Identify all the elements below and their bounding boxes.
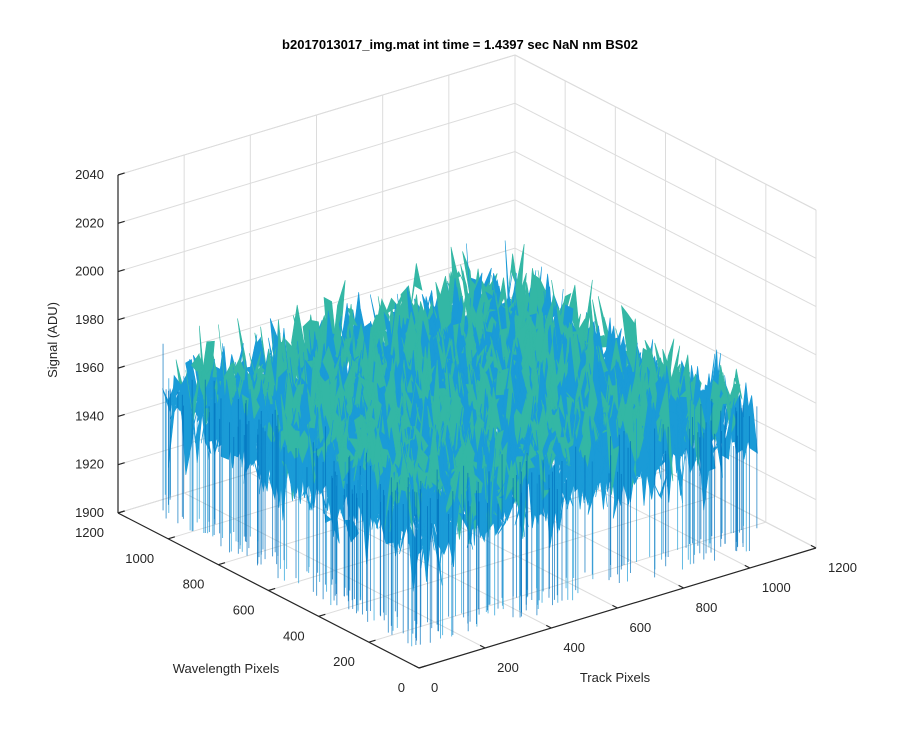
grid-line-z	[117, 151, 516, 273]
x-tick-mark	[678, 584, 684, 589]
surface-patch	[720, 397, 735, 460]
surface-patch	[659, 383, 674, 482]
z-tick-label: 2000	[75, 264, 104, 279]
surface-patch	[366, 471, 381, 525]
chart-title: b2017013017_img.mat int time = 1.4397 se…	[282, 37, 638, 52]
z-tick-label: 2020	[75, 215, 104, 230]
grid-line-z	[514, 247, 817, 404]
y-tick-label: 400	[283, 628, 305, 643]
surface-patch	[420, 507, 435, 569]
surface-patch	[487, 387, 502, 452]
y-tick-label: 1200	[75, 525, 104, 540]
y-tick-label: 1000	[125, 551, 154, 566]
surface-patch	[543, 452, 558, 548]
x-tick-label: 800	[696, 600, 718, 615]
x-tick-mark	[744, 564, 751, 569]
x-axis-title: Track Pixels	[580, 670, 651, 685]
surface-patch	[582, 457, 597, 489]
surface-patch	[443, 433, 458, 474]
surface-patch	[191, 371, 206, 429]
z-tick-label: 1960	[75, 360, 104, 375]
z-tick-mark	[117, 365, 125, 369]
x-tick-label: 200	[497, 660, 519, 675]
x-tick-mark	[810, 544, 817, 549]
grid-line-z	[117, 199, 516, 321]
y-tick-label: 200	[333, 654, 355, 669]
grid-line-y	[268, 470, 666, 591]
y-tick-mark	[318, 613, 326, 617]
z-tick-label: 1920	[75, 457, 104, 472]
grid-line-z	[514, 102, 817, 259]
surface-patch	[461, 426, 476, 545]
surface-patch	[384, 297, 400, 316]
x-tick-label: 600	[630, 620, 652, 635]
surface-patch	[605, 405, 620, 495]
y-tick-mark	[218, 562, 226, 566]
grid-line-z	[514, 151, 817, 308]
y-tick-label: 600	[233, 603, 255, 618]
x-tick-mark	[612, 604, 618, 609]
y-tick-mark	[167, 536, 176, 540]
surface-patch	[653, 473, 668, 500]
z-tick-mark	[117, 462, 125, 466]
surface-patch	[416, 464, 431, 507]
z-tick-label: 2040	[75, 167, 104, 182]
grid-line-z	[514, 54, 817, 211]
z-tick-mark	[117, 268, 125, 273]
z-tick-label: 1980	[75, 312, 104, 327]
z-tick-mark	[117, 510, 125, 514]
z-tick-label: 1940	[75, 408, 104, 423]
y-tick-mark	[418, 665, 426, 669]
grid-line-z	[514, 199, 817, 356]
surface-patch	[341, 335, 357, 368]
surface-patch	[522, 442, 537, 538]
tick-labels: 0 200 400 600 800 1000 1200 0 200 400 600 800 1000 12…	[75, 167, 857, 695]
surface-patch	[705, 414, 720, 455]
surface-patch	[597, 432, 612, 490]
y-tick-label: 0	[398, 680, 405, 695]
x-tick-label: 0	[431, 680, 438, 695]
z-tick-mark	[117, 220, 125, 224]
z-tick-mark	[117, 317, 125, 321]
surface-patch	[651, 440, 666, 489]
surface-patch	[451, 497, 466, 566]
surface-patch	[404, 365, 419, 419]
z-tick-mark	[117, 172, 125, 176]
y-axis-title: Wavelength Pixels	[173, 661, 280, 676]
x-tick-label: 1000	[762, 580, 791, 595]
surface-patch	[352, 432, 367, 488]
surface-patch	[257, 370, 272, 392]
x-tick-label: 1200	[828, 560, 857, 575]
x-tick-mark	[413, 664, 420, 669]
surface-patch	[635, 437, 651, 471]
grid-line-z	[117, 54, 516, 176]
signal-surface	[162, 240, 758, 647]
z-tick-label: 1900	[75, 505, 104, 520]
grid-line-z	[117, 102, 516, 224]
surface-patch	[610, 339, 625, 381]
z-axis-title: Signal (ADU)	[45, 302, 60, 378]
x-tick-mark	[546, 624, 552, 629]
surface-patch	[465, 383, 481, 414]
surface-patch	[559, 450, 574, 507]
y-tick-mark	[268, 587, 276, 592]
y-tick-label: 800	[183, 577, 205, 592]
surface-patch	[497, 501, 512, 535]
surface-patch	[728, 368, 743, 424]
surface-patch	[443, 471, 458, 517]
z-tick-mark	[117, 413, 125, 418]
y-tick-mark	[368, 639, 376, 643]
grid-line-z	[117, 247, 516, 369]
x-tick-mark	[479, 644, 486, 649]
x-tick-label: 400	[563, 640, 585, 655]
axes	[117, 172, 817, 669]
